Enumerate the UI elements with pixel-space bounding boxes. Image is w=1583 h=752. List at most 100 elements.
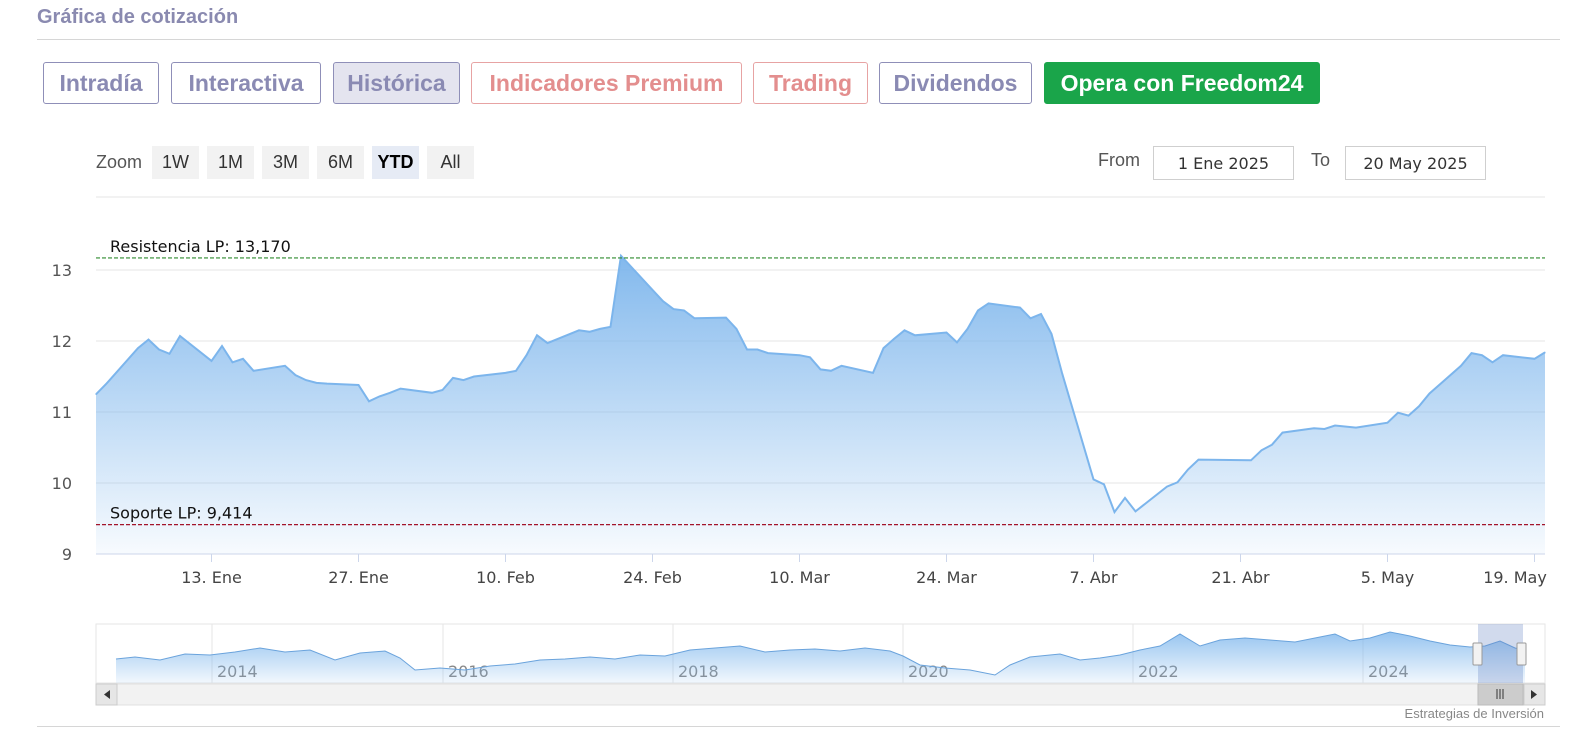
- tab-historica[interactable]: Histórica: [333, 62, 460, 104]
- data-point: [1092, 478, 1095, 480]
- data-point: [1460, 365, 1462, 367]
- series-line: [95, 253, 1546, 515]
- data-point: [735, 328, 738, 330]
- data-point: [914, 334, 916, 336]
- data-point: [1250, 459, 1252, 461]
- tab-dividendos[interactable]: Dividendos: [879, 62, 1032, 104]
- data-point: [830, 370, 832, 372]
- arrow-left-icon: [104, 690, 110, 699]
- data-point: [168, 353, 171, 355]
- data-point: [1113, 511, 1116, 513]
- data-point: [147, 339, 150, 341]
- data-point: [945, 331, 948, 334]
- data-point: [1386, 422, 1389, 424]
- data-point: [242, 358, 244, 360]
- from-date-input[interactable]: 1 Ene 2025: [1153, 146, 1294, 180]
- zoom-label: Zoom: [96, 152, 143, 172]
- data-point: [767, 352, 769, 354]
- data-point: [158, 348, 160, 351]
- data-point: [903, 329, 906, 331]
- data-point: [1544, 351, 1546, 353]
- x-tick-label: 10. Mar: [769, 568, 830, 587]
- navigator-line: [115, 631, 1526, 676]
- data-point: [1355, 427, 1357, 429]
- zoom-6m-button[interactable]: 6M: [317, 146, 364, 179]
- data-point: [1271, 444, 1273, 446]
- data-point: [809, 356, 811, 358]
- zoom-1w-button[interactable]: 1W: [152, 146, 199, 179]
- data-point: [1166, 486, 1168, 488]
- data-point: [840, 365, 843, 367]
- scrollbar-track[interactable]: [95, 683, 1546, 706]
- data-point: [893, 338, 895, 340]
- chart-credit: Estrategias de Inversión: [1404, 706, 1544, 721]
- data-point: [525, 354, 528, 356]
- tab-trading[interactable]: Trading: [753, 62, 868, 104]
- y-tick-label-10: 10: [52, 474, 72, 493]
- zoom-ytd-button[interactable]: YTD: [372, 146, 419, 179]
- page-title: Gráfica de cotización: [37, 6, 239, 28]
- data-point: [231, 361, 234, 363]
- data-point: [1323, 428, 1326, 430]
- x-tick-label: 21. Abr: [1211, 568, 1270, 587]
- navigator-right-handle[interactable]: [1516, 642, 1527, 666]
- data-point: [1334, 424, 1336, 427]
- data-point: [431, 392, 433, 394]
- data-point: [1281, 432, 1284, 434]
- data-point: [1103, 483, 1105, 485]
- data-point: [515, 370, 517, 372]
- tab-interactiva[interactable]: Interactiva: [171, 62, 321, 104]
- bottom-divider: [37, 726, 1560, 727]
- support-label: Soporte LP: 9,414: [110, 504, 253, 523]
- data-point: [305, 379, 307, 381]
- data-point: [1197, 459, 1200, 461]
- title-divider: [37, 39, 1560, 40]
- data-point: [1029, 317, 1032, 319]
- data-point: [462, 379, 465, 381]
- data-point: [504, 372, 507, 374]
- arrow-right-icon: [1531, 690, 1537, 699]
- opera-freedom24-button[interactable]: Opera con Freedom24: [1044, 62, 1320, 104]
- tab-indicadores-premium[interactable]: Indicadores Premium: [471, 62, 742, 104]
- x-tick-label: 13. Ene: [181, 568, 242, 587]
- data-point: [977, 309, 979, 312]
- data-point: [1533, 358, 1536, 360]
- to-date-input[interactable]: 20 May 2025: [1345, 146, 1486, 180]
- data-point: [1050, 333, 1053, 335]
- data-point: [1428, 392, 1431, 395]
- zoom-1m-button[interactable]: 1M: [207, 146, 254, 179]
- data-point: [1313, 427, 1315, 429]
- data-point: [798, 354, 801, 356]
- data-point: [662, 300, 664, 302]
- navigator-selection[interactable]: [1478, 624, 1523, 683]
- data-point: [1260, 449, 1263, 451]
- data-point: [1407, 415, 1410, 417]
- tab-intradia[interactable]: Intradía: [43, 62, 159, 104]
- data-point: [1502, 354, 1504, 356]
- zoom-3m-button[interactable]: 3M: [262, 146, 309, 179]
- data-point: [693, 317, 696, 319]
- data-point: [599, 328, 601, 330]
- data-point: [683, 309, 685, 312]
- data-point: [882, 347, 885, 349]
- x-tick-label: 27. Ene: [328, 568, 389, 587]
- data-point: [546, 342, 549, 344]
- navigator-area: [116, 632, 1525, 683]
- data-point: [588, 331, 591, 333]
- data-point: [1397, 412, 1399, 414]
- data-point: [1187, 468, 1189, 471]
- data-point: [746, 348, 748, 351]
- data-point: [651, 289, 654, 291]
- data-point: [452, 377, 454, 379]
- x-tick-label: 5. May: [1361, 568, 1414, 587]
- data-point: [210, 360, 213, 362]
- data-point: [1134, 510, 1137, 512]
- zoom-all-button[interactable]: All: [427, 146, 474, 179]
- from-label: From: [1098, 150, 1140, 170]
- data-point: [819, 368, 822, 370]
- data-point: [473, 375, 475, 378]
- to-label: To: [1311, 150, 1331, 170]
- data-point: [672, 308, 675, 310]
- navigator-left-handle[interactable]: [1472, 642, 1483, 666]
